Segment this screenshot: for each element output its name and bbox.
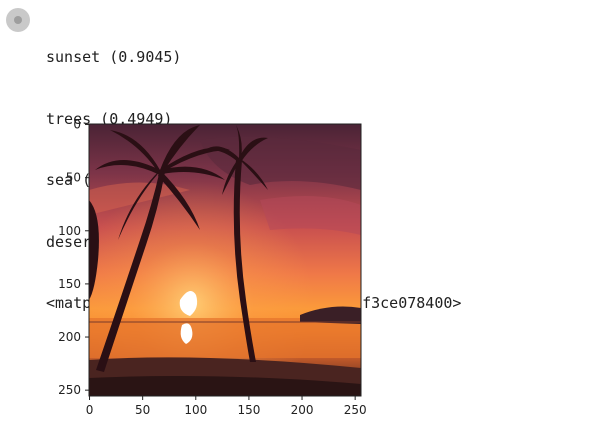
y-tick-label: 100 [58, 224, 81, 238]
y-tick-label: 200 [58, 330, 81, 344]
y-tick-label: 50 [66, 171, 81, 185]
axes-frame [88, 123, 362, 397]
output-line: sunset (0.9045) [46, 48, 182, 66]
x-axis: 0 50 100 150 200 250 [86, 396, 367, 417]
sunset-image [89, 124, 361, 396]
x-tick-label: 100 [184, 403, 207, 417]
output-line: trees (0.4949) [46, 109, 173, 128]
cell-execution-indicator-icon [14, 16, 22, 24]
y-tick-label: 250 [58, 383, 81, 397]
y-tick-label: 150 [58, 277, 81, 291]
y-axis: 0 50 100 150 200 250 [58, 118, 89, 397]
y-tick-label: 0 [73, 118, 81, 132]
x-tick-label: 0 [86, 403, 94, 417]
x-tick-label: 50 [135, 403, 150, 417]
x-tick-label: 200 [291, 403, 314, 417]
x-tick-label: 150 [237, 403, 260, 417]
x-tick-label: 250 [344, 403, 367, 417]
cell-run-indicator[interactable] [6, 8, 30, 32]
